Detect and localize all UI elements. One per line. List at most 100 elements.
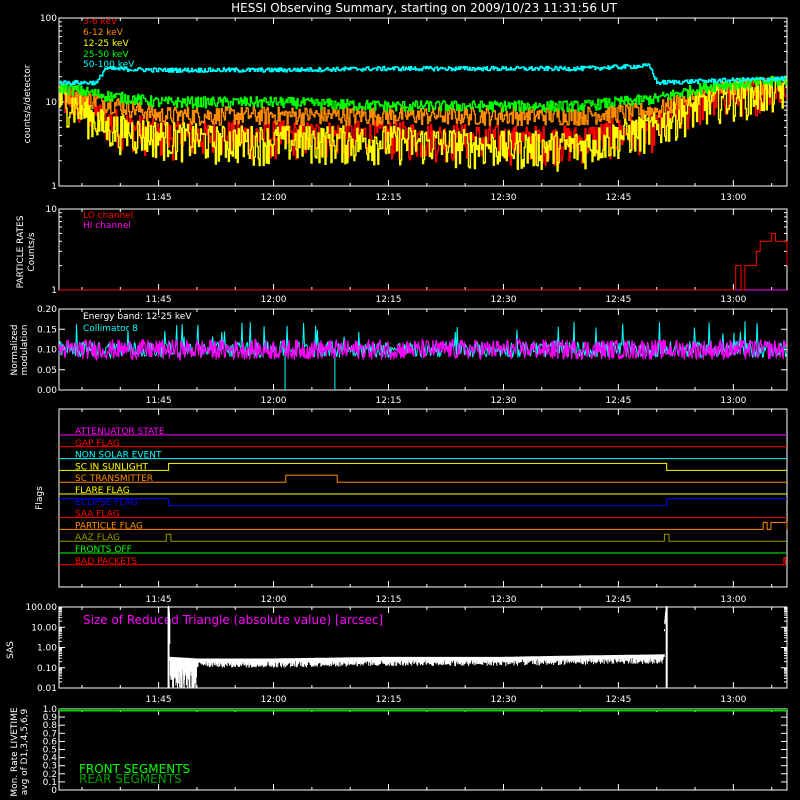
y-tick-label: 0 — [51, 786, 57, 796]
y-tick-label: 1.00 — [37, 644, 57, 654]
y-tick-label: 0.00 — [37, 386, 57, 396]
flag-label-attenuator-state: ATTENUATOR STATE — [75, 427, 165, 437]
livetime-panel: Mon. Rate LIVETIME avg of D1,3,4,5,6,9 F… — [10, 705, 788, 797]
flag-label-gap-flag: GAP FLAG — [75, 439, 120, 449]
y-tick-label: 0.15 — [37, 325, 57, 335]
y-tick-label: 0.2 — [43, 770, 57, 780]
legend-50-100-kev: 50-100 keV — [83, 60, 135, 70]
modulation-panel: Normalized modulation Energy band: 12-25… — [10, 305, 788, 406]
x-tick-label: 12:15 — [376, 295, 402, 305]
y-tick-label: 10 — [46, 98, 58, 108]
modulation-ylabel-1: Normalized — [10, 324, 20, 375]
x-tick-label: 12:30 — [490, 396, 516, 406]
count-rates-ylabel: counts/s/detector — [23, 64, 33, 143]
legend-lo-channel: LO channel — [83, 211, 133, 221]
legend-rear-segments: REAR SEGMENTS — [79, 772, 182, 786]
x-tick-label: 12:45 — [605, 595, 631, 605]
y-tick-label: 100 — [40, 14, 57, 24]
x-tick-label: 12:00 — [261, 193, 287, 203]
legend-front-segments: FRONT SEGMENTS — [79, 762, 190, 776]
particle-rates-ylabel-1: PARTICLE RATES — [16, 215, 26, 288]
legend-hi-channel: HI channel — [83, 221, 131, 231]
x-tick-label: 11:45 — [146, 193, 172, 203]
flag-label-non-solar-event: NON SOLAR EVENT — [75, 451, 162, 461]
flag-line-sc-in-sunlight — [59, 462, 787, 471]
flag-line-bad-packets — [59, 557, 787, 566]
x-tick-label: 12:45 — [605, 193, 631, 203]
flag-label-particle-flag: PARTICLE FLAG — [75, 521, 143, 531]
flag-label-sc-in-sunlight: SC IN SUNLIGHT — [75, 462, 149, 472]
y-tick-label: 10.00 — [31, 623, 57, 633]
y-tick-label: 0.3 — [43, 762, 57, 772]
series-25-50-kev-line — [59, 75, 787, 113]
series-12-25-kev-line — [59, 75, 787, 172]
x-tick-label: 11:45 — [146, 295, 172, 305]
y-tick-label: 0.20 — [37, 305, 57, 315]
x-tick-label: 13:00 — [720, 695, 746, 705]
livetime-ylabel-1: Mon. Rate LIVETIME — [10, 707, 20, 797]
y-tick-label: 10 — [46, 205, 58, 215]
legend-25-50-kev: 25-50 keV — [83, 50, 129, 60]
x-tick-label: 12:30 — [490, 193, 516, 203]
x-tick-label: 12:45 — [605, 396, 631, 406]
sas-panel: SAS Size of Reduced Triangle (absolute v… — [6, 603, 788, 705]
y-tick-label: 0.10 — [37, 664, 57, 674]
x-tick-label: 12:45 — [605, 695, 631, 705]
flag-line-aaz-flag — [59, 533, 787, 542]
plot-frame — [58, 408, 788, 588]
flags-panel: Flags 11:45 12:00 12:15 12:30 12:45 13:00 ATTE… — [35, 408, 788, 605]
x-tick-label: 12:00 — [261, 295, 287, 305]
y-tick-label: 1.0 — [43, 705, 58, 715]
y-tick-label: 100.00 — [26, 603, 58, 613]
x-tick-label: 12:15 — [376, 695, 402, 705]
y-tick-label: 1 — [51, 286, 57, 296]
flag-label-flare-flag: FLARE FLAG — [75, 486, 130, 496]
y-tick-label: 0.7 — [43, 729, 57, 739]
x-tick-label: 12:30 — [490, 595, 516, 605]
x-tick-label: 12:00 — [261, 695, 287, 705]
x-tick-label: 12:15 — [376, 595, 402, 605]
particle-rates-panel: PARTICLE RATES Counts/s LO channel HI ch… — [16, 205, 788, 305]
legend-12-25-kev: 12-25 keV — [83, 39, 129, 49]
livetime-ylabel-2: avg of D1,3,4,5,6,9 — [20, 708, 30, 795]
x-tick-label: 11:45 — [146, 695, 172, 705]
y-tick-label: 0.5 — [43, 746, 57, 756]
flag-label-saa-flag: SAA FLAG — [75, 510, 120, 520]
x-tick-label: 12:00 — [261, 396, 287, 406]
y-tick-label: 0.10 — [37, 346, 57, 356]
y-tick-label: 0.05 — [37, 366, 57, 376]
x-tick-label: 12:15 — [376, 396, 402, 406]
y-tick-label: 0.4 — [43, 754, 58, 764]
plot-frame — [58, 208, 788, 291]
x-tick-label: 11:45 — [146, 595, 172, 605]
y-tick-label: 0.6 — [43, 737, 58, 747]
flag-label-sc-transmitter: SC TRANSMITTER — [75, 474, 153, 484]
x-tick-label: 13:00 — [720, 193, 746, 203]
x-tick-label: 13:00 — [720, 595, 746, 605]
legend-3-6-kev: 3-6 keV — [83, 17, 118, 27]
x-tick-label: 13:00 — [720, 396, 746, 406]
x-tick-label: 12:30 — [490, 695, 516, 705]
series-3-6-kev-line — [59, 77, 787, 166]
legend-6-12-kev: 6-12 keV — [83, 28, 124, 38]
x-tick-label: 12:45 — [605, 295, 631, 305]
x-tick-label: 13:00 — [720, 295, 746, 305]
flag-line-particle-flag — [59, 521, 788, 530]
flag-label-bad-packets: BAD PACKETS — [75, 557, 137, 567]
flag-label-eclipse-flag: ECLIPSE FLAG — [75, 498, 138, 508]
page-title: HESSI Observing Summary, starting on 200… — [231, 1, 617, 15]
x-tick-label: 11:45 — [146, 396, 172, 406]
count-rates-panel: counts/s/detector 3-6 keV 6-12 keV 12-25… — [23, 14, 788, 203]
series-collimator-8-line — [58, 321, 787, 360]
flag-line-sc-transmitter — [59, 474, 787, 483]
x-tick-label: 12:30 — [490, 295, 516, 305]
y-tick-label: 1 — [51, 182, 57, 192]
y-tick-label: 0.8 — [43, 721, 58, 731]
legend-collimator-8: Collimator 8 — [83, 324, 138, 334]
y-tick-label: 0.9 — [43, 713, 58, 723]
modulation-ylabel-2: modulation — [20, 325, 30, 376]
sas-annotation: Size of Reduced Triangle (absolute value… — [83, 613, 383, 627]
flag-label-aaz-flag: AAZ FLAG — [75, 533, 120, 543]
energy-band-annotation: Energy band: 12-25 keV — [83, 312, 192, 322]
